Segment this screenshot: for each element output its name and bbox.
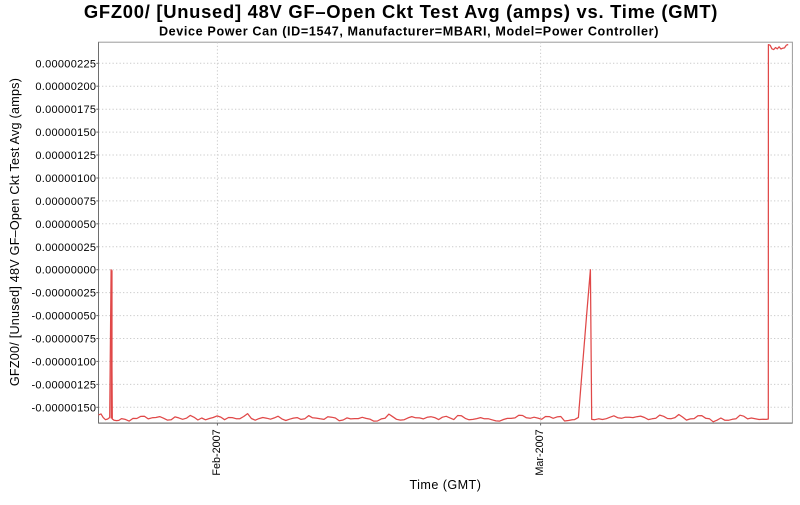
svg-text:0.00000100: 0.00000100 xyxy=(35,173,96,185)
svg-text:0.00000125: 0.00000125 xyxy=(35,150,96,162)
svg-text:Time (GMT): Time (GMT) xyxy=(409,478,481,492)
svg-text:-0.00000075: -0.00000075 xyxy=(31,334,96,346)
svg-text:0.00000200: 0.00000200 xyxy=(35,81,96,93)
svg-text:0.00000050: 0.00000050 xyxy=(35,219,96,231)
svg-text:Mar-2007: Mar-2007 xyxy=(534,429,546,475)
svg-text:0.00000075: 0.00000075 xyxy=(35,196,96,208)
svg-text:-0.00000125: -0.00000125 xyxy=(31,379,96,391)
svg-text:GFZ00/ [Unused] 48V GF–Open Ck: GFZ00/ [Unused] 48V GF–Open Ckt Test Avg… xyxy=(8,78,22,386)
svg-text:-0.00000100: -0.00000100 xyxy=(31,356,96,368)
svg-text:0.00000025: 0.00000025 xyxy=(35,242,96,254)
svg-text:-0.00000050: -0.00000050 xyxy=(31,311,96,323)
svg-text:0.00000225: 0.00000225 xyxy=(35,58,96,70)
svg-text:0.00000175: 0.00000175 xyxy=(35,104,96,116)
svg-text:-0.00000150: -0.00000150 xyxy=(31,402,96,414)
svg-text:Device Power Can (ID=1547, Man: Device Power Can (ID=1547, Manufacturer=… xyxy=(159,25,659,39)
svg-text:Feb-2007: Feb-2007 xyxy=(211,429,223,475)
svg-text:-0.00000025: -0.00000025 xyxy=(31,288,96,300)
svg-text:0.00000000: 0.00000000 xyxy=(35,265,96,277)
svg-text:GFZ00/ [Unused] 48V GF–Open Ck: GFZ00/ [Unused] 48V GF–Open Ckt Test Avg… xyxy=(84,1,718,22)
svg-text:0.00000150: 0.00000150 xyxy=(35,127,96,139)
